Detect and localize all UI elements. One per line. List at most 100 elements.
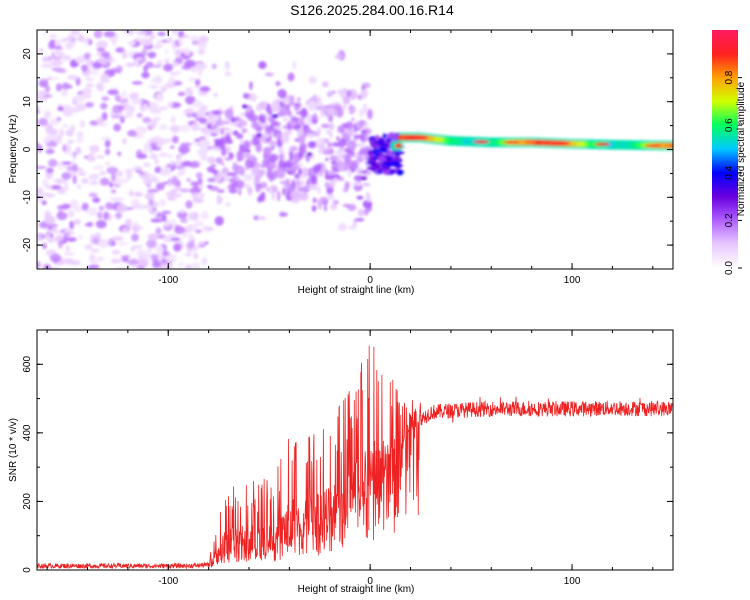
spectrogram-x-tick-label: 0 (367, 275, 373, 286)
spectrogram-cell (122, 138, 127, 145)
spectrogram-cell (110, 189, 117, 194)
spectrogram-cell (239, 120, 248, 127)
spectrogram-cell (76, 131, 84, 139)
spectrogram-y-tick-label: 20 (22, 48, 33, 60)
spectrogram-cell (185, 224, 198, 231)
spectrogram-cell (123, 105, 132, 112)
spectrogram-cell (147, 233, 158, 241)
spectrogram-cell (390, 160, 400, 166)
spectrogram-cell (56, 178, 62, 185)
spectrogram-cell (214, 216, 224, 226)
spectrogram-cell (185, 107, 194, 114)
spectrogram-cell (111, 173, 117, 182)
spectrogram-cell (381, 161, 386, 168)
spectrogram-cell (79, 120, 85, 129)
spectrogram-y-axis: -20 -10 0 10 20 (22, 29, 673, 270)
spectrogram-cell (201, 156, 207, 161)
spectrogram-cell (197, 48, 206, 55)
spectrogram-cell (159, 198, 166, 207)
spectrogram-cell (101, 51, 111, 59)
spectrogram-cell (287, 72, 295, 82)
spectrogram-cell (126, 171, 133, 180)
spectrogram-cell (111, 36, 117, 46)
spectrogram-cell (257, 216, 267, 221)
spectrogram-cell (47, 226, 53, 230)
spectrogram-cell (130, 233, 140, 242)
spectrogram-cell (114, 197, 124, 203)
spectrogram-cell (170, 124, 180, 133)
spectrogram-cell (81, 87, 93, 94)
spectrogram-cell (191, 122, 200, 132)
spectrogram-cell (37, 233, 42, 242)
spectrogram-cell (188, 211, 200, 220)
spectrogram-cell (381, 166, 391, 171)
spectrogram-cell (373, 164, 381, 170)
spectrogram-cell (131, 99, 144, 105)
spectrogram-cell (161, 214, 167, 223)
spectrogram-cell (115, 212, 123, 219)
spectrogram-cell (171, 79, 176, 84)
snr-frame (36, 329, 674, 571)
spectrogram-cell (67, 209, 75, 219)
snr-y-axis: 0 200 400 600 (22, 329, 673, 573)
spectrogram-cell (276, 190, 281, 202)
spectrogram-cell (113, 123, 122, 132)
spectrogram-cell (378, 139, 384, 146)
spectrogram-cell (97, 256, 105, 261)
spectrogram-cell (207, 177, 217, 183)
spectrogram-cell (216, 171, 222, 183)
spectrogram-y-tick-label: -10 (22, 190, 33, 205)
spectrogram-cell (117, 105, 125, 110)
spectrogram-cell (220, 162, 225, 166)
spectrogram-cell (109, 181, 114, 188)
spectrogram-cell (195, 41, 207, 48)
spectrogram-cell (165, 191, 177, 197)
spectrogram-cell (159, 152, 168, 158)
spectrogram-cell (342, 103, 347, 111)
spectrogram-cell (151, 136, 163, 144)
snr-y-tick-label: 400 (22, 424, 33, 441)
spectrogram-cell (180, 232, 189, 238)
spectrogram-cell (66, 237, 77, 242)
spectrogram-cell (141, 71, 150, 79)
spectrogram-cell (189, 187, 196, 194)
spectrogram-cell (164, 49, 169, 55)
spectrogram-cell (175, 157, 182, 167)
spectrogram-cell (147, 85, 160, 89)
spectrogram-cell (215, 119, 225, 127)
spectrogram-cell (177, 91, 186, 97)
spectrogram-cell (326, 129, 330, 134)
spectrogram-cell (193, 220, 204, 227)
spectrogram-cell (87, 39, 93, 46)
spectrogram-cell (180, 218, 188, 223)
spectrogram-cell (473, 140, 490, 144)
spectrogram-cell (354, 134, 363, 139)
spectrogram-cell (134, 125, 147, 135)
spectrogram-cell (177, 262, 185, 268)
spectrogram-cell (61, 82, 70, 90)
spectrogram-cell (170, 219, 177, 227)
spectrogram-cell (225, 135, 231, 143)
spectrogram-cell (96, 47, 106, 53)
spectrogram-cell (87, 265, 93, 269)
spectrogram-cell (180, 142, 193, 146)
spectrogram-cell (233, 175, 239, 181)
spectrogram-cell (336, 135, 340, 141)
spectrogram-cell (150, 218, 163, 223)
spectrogram-cell (147, 51, 157, 59)
spectrogram-cell (142, 103, 148, 111)
spectrogram-cell (382, 133, 388, 139)
spectrogram-cell (297, 133, 306, 144)
spectrogram-cell (43, 193, 56, 198)
spectrogram-cell (199, 86, 211, 93)
spectrogram-cell (37, 105, 40, 111)
spectrogram-cell (178, 144, 190, 154)
spectrogram-cell (53, 49, 62, 58)
spectrogram-cell (259, 138, 263, 143)
spectrogram-cell (56, 211, 68, 221)
spectrogram-cell (225, 202, 231, 207)
spectrogram-cell (198, 90, 208, 96)
spectrogram-cell (296, 129, 305, 136)
spectrogram-cell (171, 176, 178, 186)
